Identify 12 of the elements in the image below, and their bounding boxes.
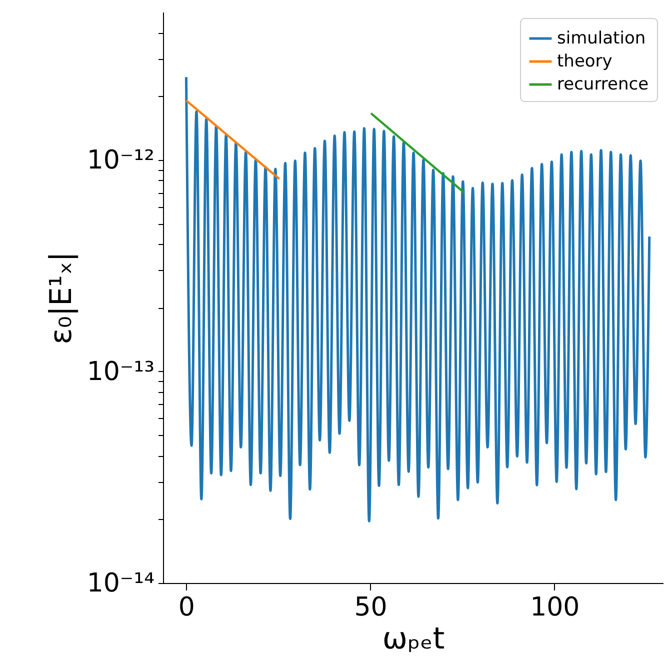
y-tick-label: 10⁻¹² (86, 145, 154, 176)
y-axis-title: ε₀|E¹ₓ| (44, 252, 79, 344)
x-tick-label: 100 (530, 592, 580, 622)
legend-label: theory (557, 52, 612, 72)
line-series (184, 76, 651, 522)
x-tick-label: 50 (354, 592, 388, 622)
y-tick-label: 10⁻¹³ (86, 356, 154, 387)
y-tick-label: 10⁻¹⁴ (86, 568, 154, 598)
legend-label: recurrence (557, 74, 649, 94)
x-axis-title: ωₚₑt (382, 622, 445, 656)
legend-label: simulation (557, 28, 646, 48)
x-tick-label: 0 (178, 592, 195, 622)
